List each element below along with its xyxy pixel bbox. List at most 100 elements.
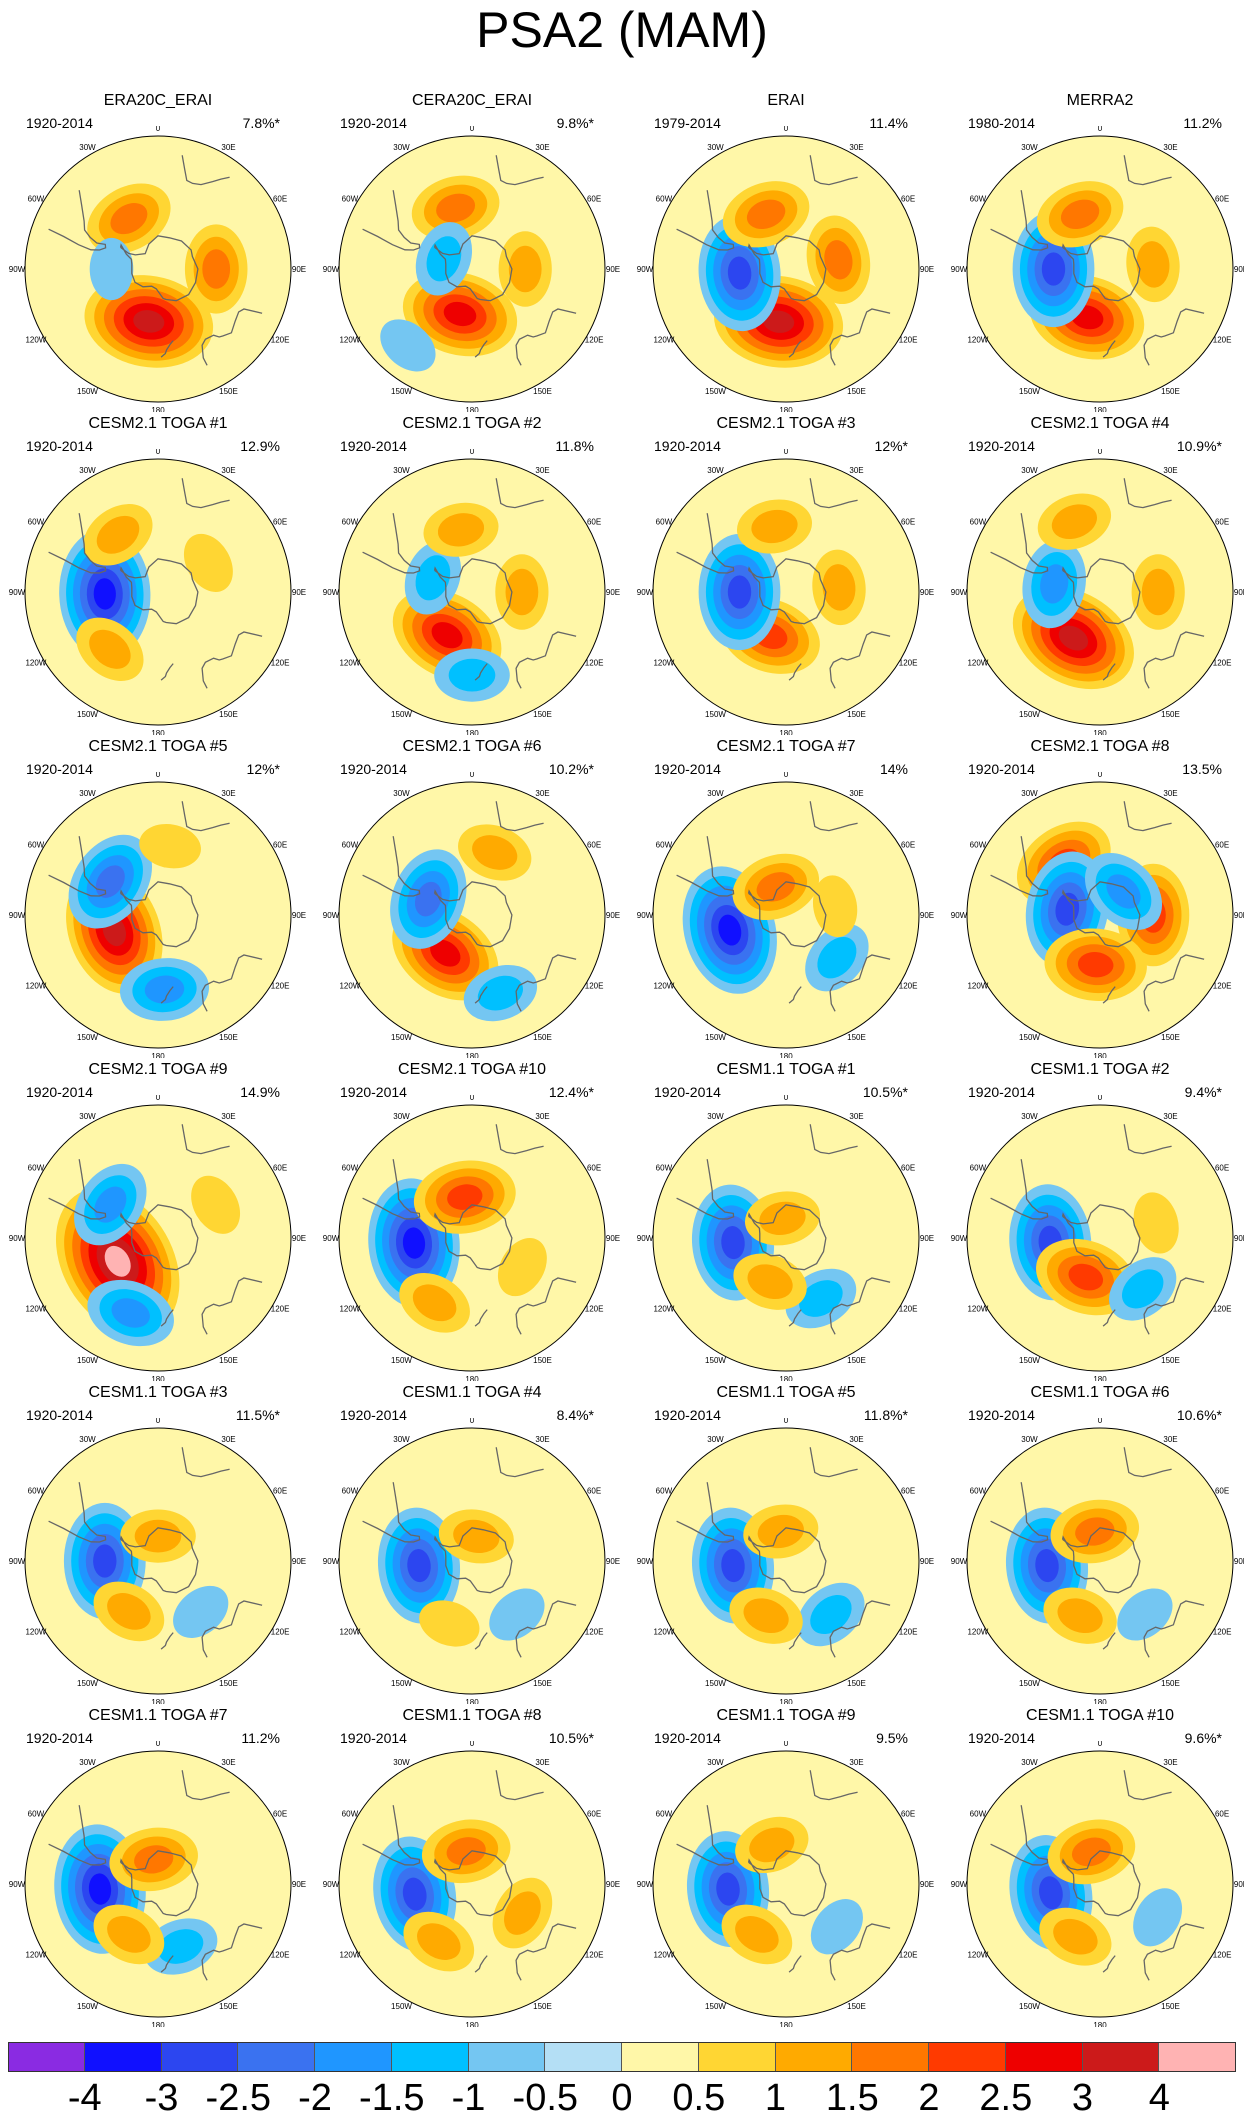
longitude-label: 150E [533,387,552,396]
coastline [829,1923,891,1981]
coastline [433,1850,513,1917]
map-boundary [652,458,920,726]
longitude-label: 120E [585,1628,604,1637]
background-field [967,1751,1233,2017]
longitude-label: 90E [606,911,620,920]
longitude-label: 120W [339,659,360,668]
longitude-label: 0 [784,1741,789,1748]
map-boundary [338,1427,606,1695]
anomaly-contour [718,914,742,946]
longitude-label: 120W [967,1628,988,1637]
longitude-label: 60W [970,1164,987,1173]
polar-map: 0 30E 60E 90E 120E 150E 180 150W 120W 90W 60W 30W [951,1741,1244,2027]
panel-period: 1920-2014 [26,1084,93,1100]
longitude-label: 30E [221,466,235,475]
longitude-label: 90E [1234,1557,1244,1566]
panel-period: 1920-2014 [26,761,93,777]
longitude-label: 180 [465,729,479,735]
longitude-label: 60W [656,1164,673,1173]
page-title: PSA2 (MAM) [476,2,768,58]
panel-title: CESM1.1 TOGA #3 [88,1384,228,1401]
coastline [495,1770,544,1801]
longitude-label: 120W [653,982,674,991]
longitude-label: 90W [951,588,968,597]
background-field [25,459,291,725]
coastline [362,1482,421,1543]
longitude-label: 150W [705,2002,726,2011]
coastline [48,513,107,574]
panel-title: CESM1.1 TOGA #5 [716,1384,856,1401]
anomaly-contour [1057,1598,1103,1634]
longitude-label: 30E [535,1112,549,1121]
longitude-label: 30W [393,789,410,798]
polar-map: 0 30E 60E 90E 120E 150E 180 150W 120W 90W 60W 30W [9,772,306,1058]
longitude-label: 0 [1098,1418,1103,1425]
coastline [788,340,802,358]
longitude-label: 90W [323,1880,340,1889]
longitude-label: 120E [585,659,604,668]
coastline [433,1204,513,1271]
longitude-label: 60W [342,518,359,527]
longitude-label: 120E [585,1951,604,1960]
coastline [1123,1124,1172,1155]
anomaly-contour [443,301,477,327]
anomaly-contour [430,939,461,967]
longitude-label: 90E [1234,265,1244,274]
panel-period: 1920-2014 [968,1084,1035,1100]
anomaly-contour [93,1544,117,1578]
colorbar-tick-label: 0 [611,2077,633,2119]
longitude-label: 120W [967,982,988,991]
longitude-label: 120W [25,982,46,991]
coastline [990,1482,1049,1543]
longitude-label: 180 [151,1375,165,1381]
longitude-label: 120E [271,336,290,345]
longitude-label: 180 [779,1052,793,1058]
coastline [747,558,827,625]
longitude-label: 60E [1215,1810,1229,1819]
longitude-label: 90E [1234,911,1244,920]
longitude-label: 150E [219,1033,238,1042]
longitude-label: 30W [1021,466,1038,475]
longitude-label: 30E [849,1112,863,1121]
coastline [48,1482,107,1543]
longitude-label: 30E [849,466,863,475]
coastline [160,1309,174,1327]
longitude-label: 30E [1163,1435,1177,1444]
longitude-label: 150E [219,1679,238,1688]
longitude-label: 150E [847,1033,866,1042]
longitude-label: 150W [1019,387,1040,396]
anomaly-contour [812,875,858,938]
coastline [119,1204,199,1271]
coastline [201,1277,263,1335]
anomaly-contour [158,1929,204,1964]
longitude-label: 60W [970,841,987,850]
panel-period: 1920-2014 [968,1730,1035,1746]
longitude-label: 150E [1161,1679,1180,1688]
longitude-label: 0 [156,449,161,456]
longitude-label: 60E [273,1164,287,1173]
polar-map: 0 30E 60E 90E 120E 150E 180 150W 120W 90W 60W 30W [637,1741,934,2027]
coastline [676,836,735,897]
longitude-label: 30E [849,789,863,798]
panel-variance: 13.5% [1182,761,1222,777]
anomaly-contour [1133,1888,1183,1947]
anomaly-contour [822,564,856,611]
coastline [809,1770,858,1801]
longitude-label: 120E [271,1305,290,1314]
longitude-label: 90E [292,588,306,597]
longitude-label: 60E [901,195,915,204]
longitude-label: 120E [899,336,918,345]
longitude-label: 120E [1213,1305,1232,1314]
longitude-label: 120W [653,1305,674,1314]
longitude-label: 120E [1213,982,1232,991]
anomaly-contour [431,622,463,649]
longitude-label: 0 [470,449,475,456]
anomaly-contour [1035,1549,1059,1583]
longitude-label: 150W [705,1356,726,1365]
anomaly-contour [1053,1918,1098,1955]
colorbar-tick-label: 2 [918,2077,940,2119]
coastline [181,155,230,186]
longitude-label: 30E [535,789,549,798]
longitude-label: 30E [221,143,235,152]
